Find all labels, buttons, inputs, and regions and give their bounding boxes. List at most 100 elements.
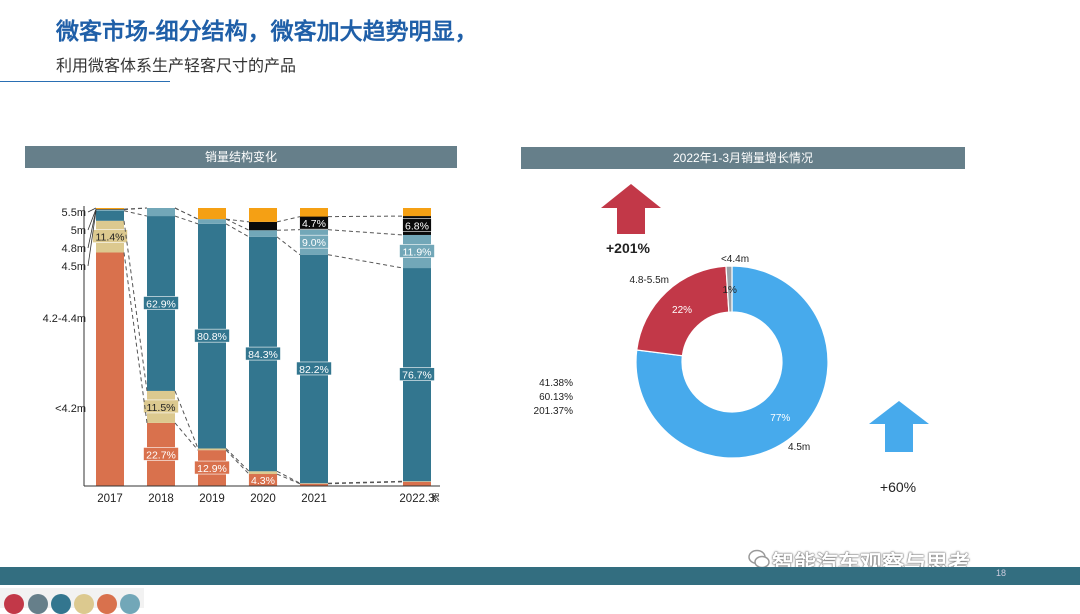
bar-segment bbox=[198, 208, 226, 220]
donut-slice bbox=[635, 265, 829, 459]
x-tick-label: 2020 bbox=[250, 493, 276, 505]
data-label: 11.4% bbox=[96, 232, 125, 244]
connector-line bbox=[225, 223, 250, 238]
bar-segment bbox=[249, 471, 277, 475]
slice-percent-label: 1% bbox=[722, 285, 737, 296]
brand-dots bbox=[0, 588, 144, 614]
slice-percent-label: 22% bbox=[672, 305, 692, 316]
growth-label-blue: +60% bbox=[880, 479, 916, 495]
brand-dot-teal bbox=[51, 594, 71, 614]
data-label-bg bbox=[296, 361, 332, 376]
bar-segment bbox=[249, 221, 277, 231]
connector-line bbox=[225, 218, 250, 223]
bar-segment bbox=[403, 481, 431, 486]
bar-segment bbox=[96, 208, 124, 210]
page-subtitle: 利用微客体系生产轻客尺寸的产品 bbox=[56, 58, 297, 75]
data-label: 62.9% bbox=[146, 298, 176, 310]
arrow-up-red-icon bbox=[601, 184, 661, 234]
slice-name-label: 4.8-5.5m bbox=[630, 275, 669, 286]
connector-line bbox=[327, 481, 404, 485]
right-panel-header: 2022年1-3月销量增长情况 bbox=[521, 147, 965, 169]
connector-line bbox=[174, 422, 199, 451]
data-label: 12.9% bbox=[197, 463, 227, 475]
connector-line bbox=[276, 470, 301, 484]
x-tick-label: 2017 bbox=[97, 493, 123, 505]
slice-percent-label: 77% bbox=[770, 413, 790, 424]
slice-name-label: <4.4m bbox=[721, 254, 749, 265]
brand-dot-red bbox=[4, 594, 24, 614]
arrow-up-blue-icon bbox=[869, 401, 929, 452]
brand-dot-gray bbox=[28, 594, 48, 614]
bar-segment bbox=[198, 448, 226, 451]
series-leader-line bbox=[87, 209, 97, 249]
series-label: <4.2m bbox=[55, 403, 86, 415]
x-tick-label: 2018 bbox=[148, 493, 174, 505]
bar-segment bbox=[249, 230, 277, 237]
data-label-bg bbox=[299, 234, 329, 249]
data-label-bg bbox=[399, 244, 435, 258]
data-label: 6.8% bbox=[405, 221, 429, 233]
series-label: 4.5m bbox=[62, 261, 86, 273]
data-label: 4.3% bbox=[251, 475, 275, 487]
data-label: 82.2% bbox=[299, 364, 329, 376]
data-label-bg bbox=[399, 367, 435, 381]
data-label: 76.7% bbox=[402, 370, 432, 382]
growth-value: 41.38% bbox=[539, 378, 573, 389]
series-leader-line bbox=[87, 207, 97, 213]
growth-label-red: +201% bbox=[606, 240, 651, 256]
data-label: 9.0% bbox=[302, 237, 326, 249]
data-label: 80.8% bbox=[197, 331, 227, 343]
series-label: 5.5m bbox=[62, 207, 86, 219]
connector-line bbox=[327, 215, 404, 218]
connector-line bbox=[225, 448, 250, 472]
data-label-bg bbox=[194, 460, 230, 475]
series-leader-line bbox=[87, 210, 97, 267]
brand-dot-light-teal bbox=[120, 594, 140, 614]
bar-segment bbox=[300, 483, 328, 486]
bar-segment bbox=[403, 208, 431, 217]
bar-segment bbox=[198, 219, 226, 224]
data-label: 4.7% bbox=[302, 218, 326, 230]
growth-value: 60.13% bbox=[539, 392, 573, 403]
bar-segment bbox=[96, 209, 124, 210]
bar-segment bbox=[300, 483, 328, 484]
donut-slice bbox=[636, 265, 730, 357]
donut-slice bbox=[725, 265, 733, 313]
slice-name-label: 4.5m bbox=[788, 442, 810, 453]
bar-segment bbox=[96, 210, 124, 221]
footer-bar bbox=[0, 567, 1080, 585]
x-tick-label: 2022.3 bbox=[399, 493, 434, 505]
growth-value: 201.37% bbox=[534, 406, 574, 417]
page-number: 18 bbox=[996, 568, 1007, 578]
title-underline bbox=[0, 81, 170, 82]
connector-line bbox=[225, 218, 250, 231]
data-label: 22.7% bbox=[146, 449, 176, 461]
data-label-bg bbox=[143, 447, 179, 461]
bar-segment bbox=[147, 208, 175, 217]
connector-line bbox=[276, 229, 301, 231]
brand-dot-sand bbox=[74, 594, 94, 614]
data-label-bg bbox=[143, 296, 179, 310]
connector-line bbox=[225, 449, 250, 475]
brand-dot-orange bbox=[97, 594, 117, 614]
connector-line bbox=[123, 210, 148, 217]
x-tick-label: 2021 bbox=[301, 493, 327, 505]
data-label-bg bbox=[245, 346, 281, 361]
x-tick-label: 2019 bbox=[199, 493, 225, 505]
connector-line bbox=[123, 220, 148, 391]
series-label: 5m bbox=[71, 225, 86, 237]
left-panel-header: 销量结构变化 bbox=[25, 146, 457, 168]
connector-line bbox=[276, 236, 301, 256]
series-label: 4.8m bbox=[62, 243, 86, 255]
bar-segment bbox=[403, 481, 431, 482]
connector-line bbox=[327, 480, 404, 484]
page-title: 微客市场-细分结构，微客加大趋势明显， bbox=[56, 18, 478, 44]
bar-segment bbox=[249, 208, 277, 222]
data-label-bg bbox=[194, 328, 230, 343]
x-tick-suffix: 累 bbox=[431, 493, 440, 503]
series-leader-line bbox=[87, 208, 97, 231]
bar-segment bbox=[300, 208, 328, 217]
connector-line bbox=[327, 254, 404, 269]
